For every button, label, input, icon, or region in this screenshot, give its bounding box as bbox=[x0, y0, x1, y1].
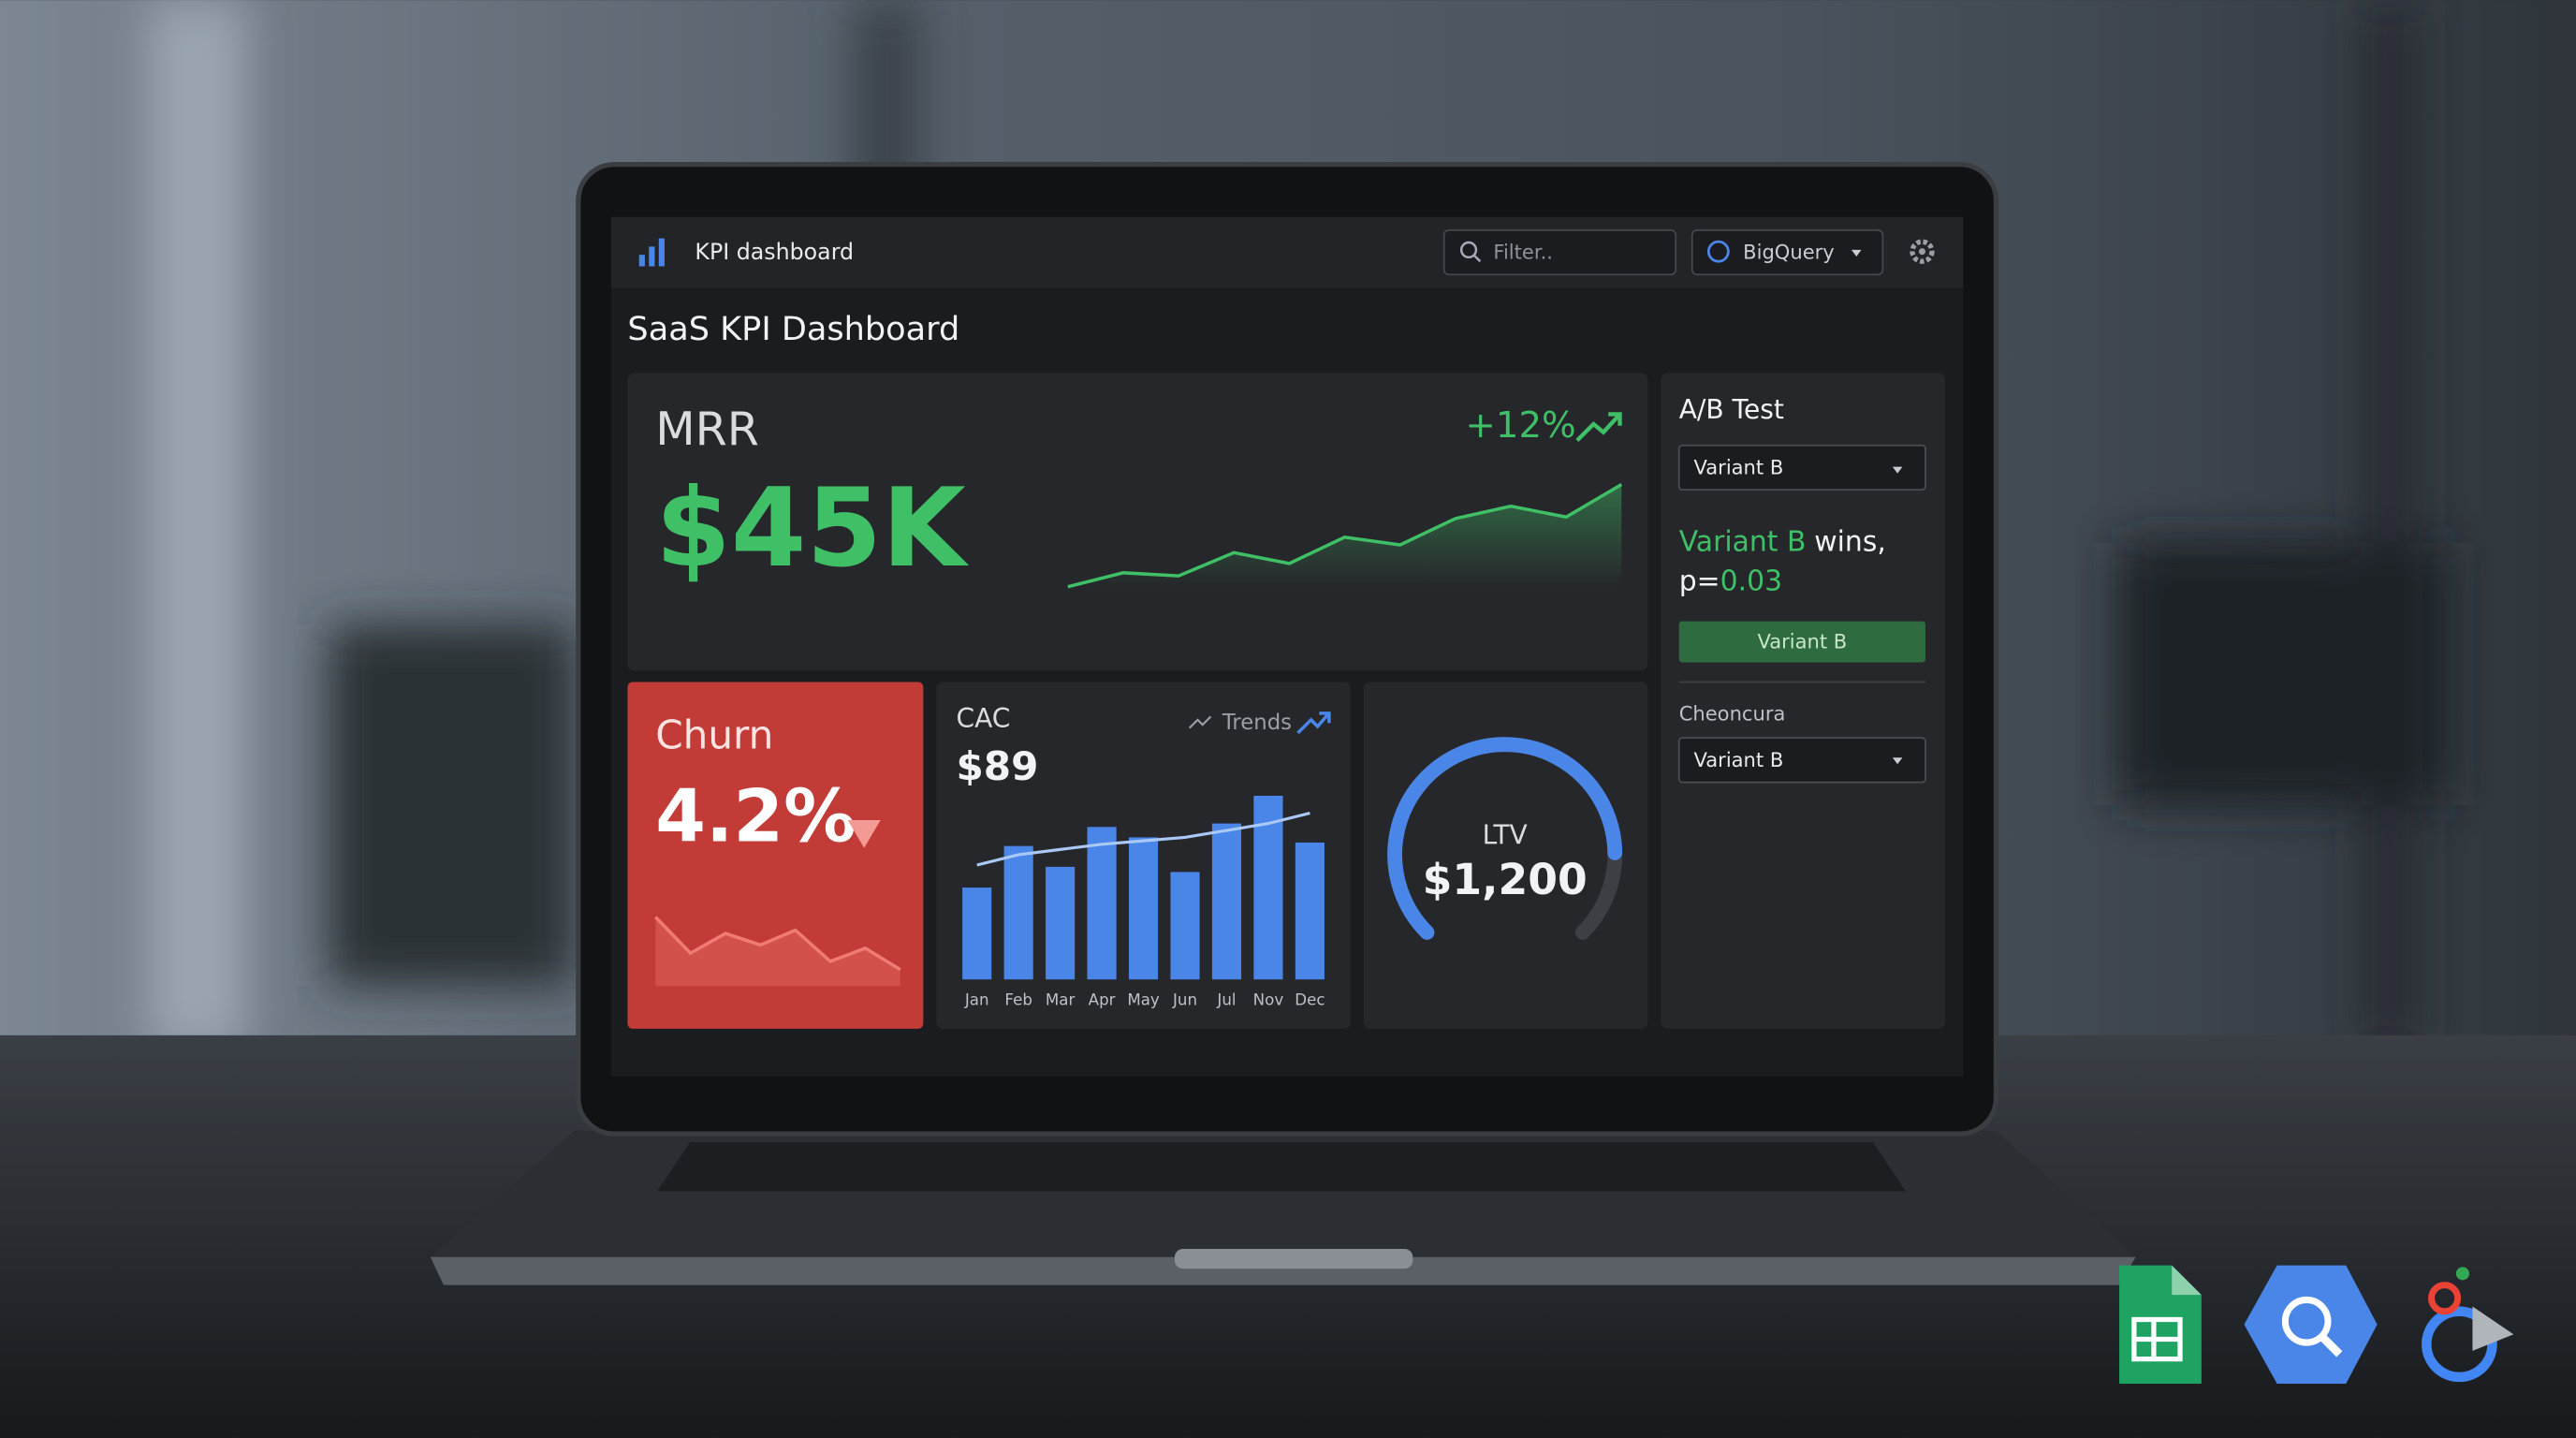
churn-label: Churn bbox=[655, 712, 773, 758]
filter-input[interactable] bbox=[1442, 228, 1677, 276]
bar bbox=[1003, 845, 1033, 980]
cac-bar-chart: Jan Feb Mar Apr May Jun Jul Nov Dec bbox=[962, 795, 1325, 1009]
section-select[interactable] bbox=[1677, 737, 1926, 784]
source-label: BigQuery bbox=[1743, 240, 1835, 263]
ltv-gauge bbox=[1387, 737, 1623, 940]
mrr-change: +12% bbox=[1466, 404, 1576, 447]
ab-p: p=0.03 bbox=[1679, 565, 1782, 597]
down-arrow bbox=[847, 819, 881, 848]
churn-card bbox=[627, 682, 924, 1029]
app-title: KPI dashboard bbox=[695, 239, 854, 265]
filter-placeholder: Filter.. bbox=[1493, 240, 1553, 263]
settings-button[interactable] bbox=[1910, 239, 1935, 264]
x-tick-label: Apr bbox=[1089, 991, 1116, 1009]
bar bbox=[1170, 872, 1200, 980]
mrr-label: MRR bbox=[655, 402, 759, 456]
bar bbox=[1211, 823, 1242, 980]
x-tick-label: Mar bbox=[1046, 991, 1076, 1009]
sheets-icon bbox=[2119, 1265, 2202, 1384]
sparkline-area bbox=[1067, 484, 1622, 587]
bar bbox=[1046, 866, 1076, 980]
ab-test-card bbox=[1661, 373, 1946, 1029]
ltv-value: $1,200 bbox=[1423, 855, 1588, 904]
variant-button[interactable] bbox=[1678, 621, 1925, 663]
bar bbox=[962, 888, 992, 980]
bar bbox=[1295, 842, 1325, 980]
section-label: Cheoncura bbox=[1679, 702, 1786, 726]
p-value: 0.03 bbox=[1720, 565, 1782, 597]
trends-icon bbox=[1188, 715, 1212, 729]
background-blur bbox=[147, 0, 2449, 1052]
search-icon bbox=[1473, 255, 1482, 263]
p-label: p= bbox=[1679, 565, 1720, 597]
mrr-sparkline bbox=[1067, 482, 1623, 589]
laptop-edge bbox=[430, 1256, 2136, 1285]
trends-label: Trends bbox=[1222, 711, 1292, 735]
dropdown-caret bbox=[1892, 466, 1903, 474]
trend-up-icon bbox=[1575, 412, 1622, 443]
dropdown-caret bbox=[1892, 757, 1903, 765]
cac-value: $89 bbox=[956, 743, 1038, 789]
ab-winner: Variant B bbox=[1679, 525, 1807, 558]
trend-line bbox=[976, 811, 1310, 867]
mrr-value: $45K bbox=[655, 465, 970, 592]
section-select-value: Variant B bbox=[1694, 748, 1784, 771]
x-tick-label: May bbox=[1127, 991, 1160, 1009]
page-title: SaaS KPI Dashboard bbox=[627, 310, 959, 348]
ab-test-title: A/B Test bbox=[1679, 394, 1784, 425]
search-icon bbox=[1459, 241, 1478, 259]
bar bbox=[1128, 837, 1159, 980]
app-logo bbox=[638, 238, 665, 267]
x-tick-label: Jan bbox=[964, 991, 989, 1009]
sparkline bbox=[1067, 482, 1623, 589]
ltv-label: LTV bbox=[1483, 819, 1528, 850]
dropdown-caret bbox=[1852, 249, 1862, 257]
looker-logo bbox=[2422, 1267, 2514, 1383]
variant-button-label: Variant B bbox=[1757, 629, 1847, 653]
x-tick-label: Feb bbox=[1004, 991, 1032, 1009]
ab-result-text: wins, bbox=[1814, 525, 1886, 558]
x-tick-label: Jun bbox=[1172, 991, 1197, 1009]
x-tick-label: Jul bbox=[1216, 991, 1236, 1009]
variant-select[interactable] bbox=[1677, 444, 1926, 492]
sparkline bbox=[654, 916, 901, 972]
churn-sparkline bbox=[654, 916, 901, 987]
variant-select-value: Variant B bbox=[1694, 455, 1784, 478]
cac-label: CAC bbox=[956, 703, 1010, 734]
churn-value: 4.2% bbox=[655, 775, 856, 859]
mrr-card bbox=[627, 373, 1648, 671]
bigquery-logo bbox=[2244, 1265, 2378, 1384]
keyboard bbox=[657, 1141, 1906, 1192]
gauge-value bbox=[1387, 737, 1623, 940]
sparkline-area bbox=[655, 917, 900, 987]
source-select[interactable] bbox=[1690, 228, 1884, 276]
x-tick-label: Dec bbox=[1295, 991, 1325, 1009]
trackpad-notch bbox=[1174, 1249, 1413, 1269]
x-tick-label: Nov bbox=[1253, 991, 1284, 1009]
trends-up-icon bbox=[1296, 712, 1331, 735]
bigquery-icon bbox=[1706, 240, 1730, 263]
settings-icon bbox=[1918, 248, 1925, 256]
bar bbox=[1087, 827, 1117, 980]
